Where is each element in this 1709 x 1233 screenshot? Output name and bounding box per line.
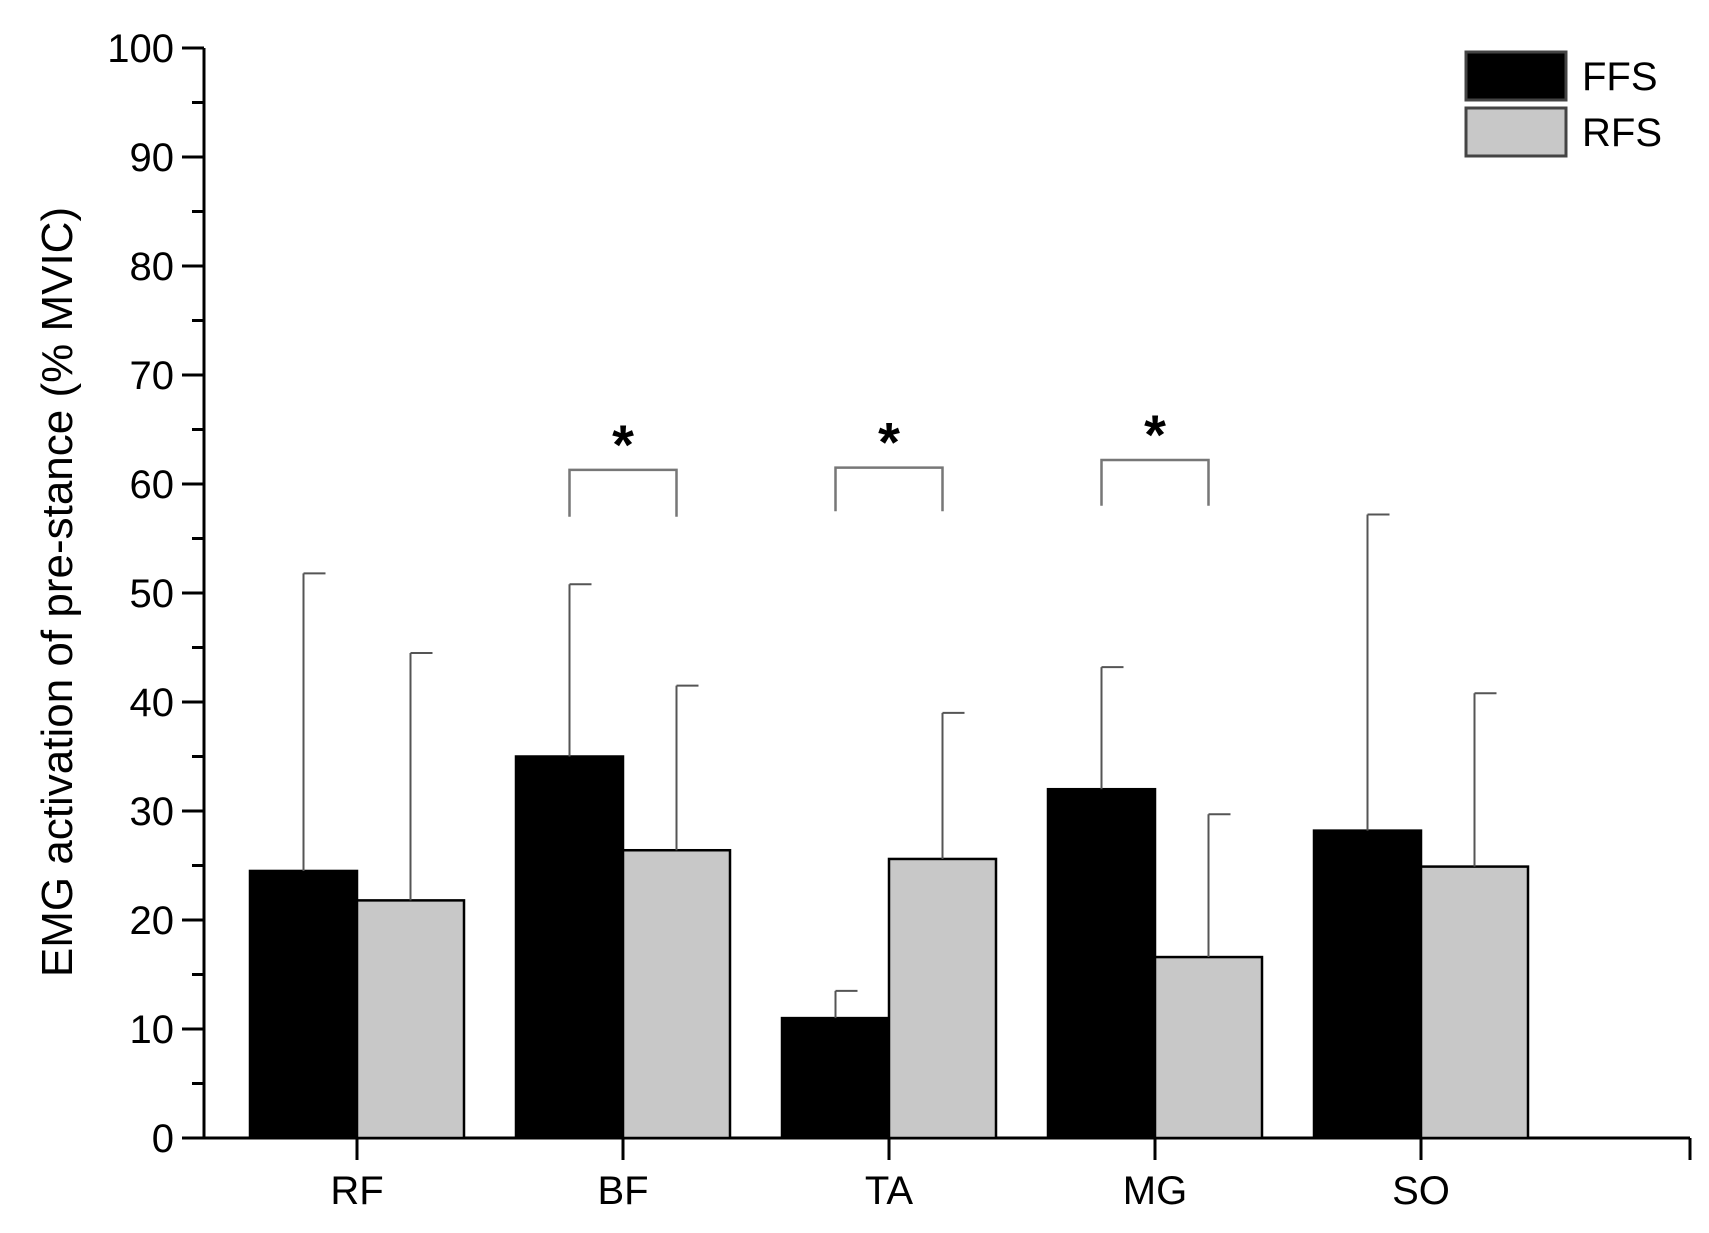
x-tick-label-so: SO	[1392, 1169, 1450, 1213]
bars	[248, 755, 1530, 1140]
bar-rfs-ta	[887, 857, 998, 1140]
significance-markers: * * *	[568, 403, 1210, 517]
significance-bracket-bf	[568, 468, 678, 517]
y-tick-label: 90	[130, 136, 175, 180]
significance-star-mg: *	[1144, 403, 1166, 466]
axes: 0 10 20 30 40 50 60 70 80 90 100 RF BF TA MG SO	[107, 27, 1692, 1213]
y-tick-label: 0	[152, 1117, 174, 1161]
y-tick-label: 20	[130, 899, 175, 943]
y-tick-label: 30	[130, 790, 175, 834]
y-tick-label: 60	[130, 463, 175, 507]
significance-bracket-ta	[834, 466, 944, 512]
y-tick-label: 100	[107, 27, 174, 71]
legend-label-ffs: FFS	[1582, 55, 1658, 99]
bar-rfs-so	[1419, 865, 1530, 1140]
significance-star-ta: *	[878, 411, 900, 474]
y-tick-label: 10	[130, 1008, 175, 1052]
x-tick-label-mg: MG	[1123, 1169, 1187, 1213]
y-tick-label: 40	[130, 681, 175, 725]
x-tick-label-ta: TA	[865, 1169, 913, 1213]
y-tick-label: 70	[130, 354, 175, 398]
significance-star-bf: *	[612, 413, 634, 476]
bar-rfs-bf	[621, 848, 732, 1140]
bar-ffs-so	[1312, 829, 1423, 1140]
bar-ffs-rf	[248, 869, 359, 1140]
bar-rfs-mg	[1153, 955, 1264, 1140]
y-axis-label: EMG activation of pre-stance (% MVIC)	[33, 207, 82, 977]
bar-ffs-mg	[1046, 787, 1157, 1140]
y-tick-label: 80	[130, 245, 175, 289]
axis-labels: EMG activation of pre-stance (% MVIC)	[33, 207, 82, 977]
legend-swatch-rfs	[1464, 106, 1568, 158]
legend: FFS RFS	[1464, 50, 1662, 158]
bar-ffs-ta	[780, 1016, 891, 1140]
bar-ffs-bf	[514, 755, 625, 1140]
significance-bracket-mg	[1100, 458, 1210, 506]
error-bars	[302, 513, 1497, 1019]
x-tick-label-bf: BF	[597, 1169, 648, 1213]
legend-label-rfs: RFS	[1582, 111, 1662, 155]
y-tick-label: 50	[130, 572, 175, 616]
legend-swatch-ffs	[1464, 50, 1568, 102]
bar-rfs-rf	[355, 899, 466, 1140]
x-tick-label-rf: RF	[330, 1169, 383, 1213]
